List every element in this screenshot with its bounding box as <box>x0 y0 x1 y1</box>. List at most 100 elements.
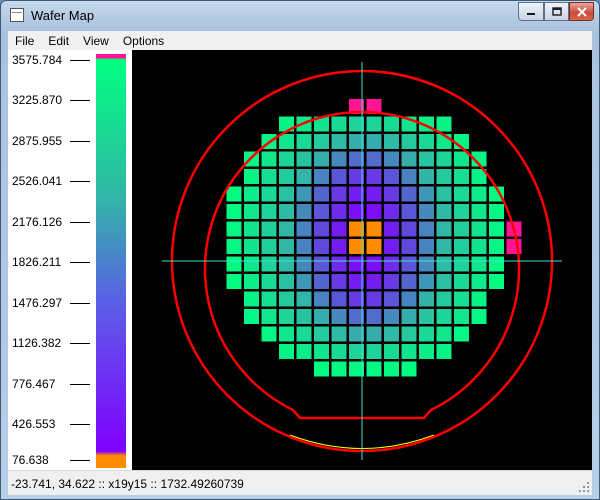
minimize-button[interactable] <box>518 2 544 21</box>
die-cell[interactable] <box>471 309 487 324</box>
die-cell[interactable] <box>366 221 382 237</box>
die-cell[interactable] <box>401 204 417 219</box>
die-cell[interactable] <box>384 186 399 202</box>
die-cell[interactable] <box>244 221 259 237</box>
die-cell[interactable] <box>401 274 417 289</box>
die-cell[interactable] <box>489 221 504 237</box>
die-cell[interactable] <box>279 256 294 272</box>
die-cell[interactable] <box>366 256 382 272</box>
die-cell[interactable] <box>436 256 452 272</box>
die-cell[interactable] <box>279 221 294 237</box>
die-cell[interactable] <box>296 274 312 289</box>
die-cell[interactable] <box>384 326 399 342</box>
die-cell[interactable] <box>226 274 242 289</box>
die-cell[interactable] <box>366 309 382 324</box>
die-cell[interactable] <box>419 274 434 289</box>
die-cell[interactable] <box>331 169 347 184</box>
die-cell[interactable] <box>296 186 312 202</box>
die-cell[interactable] <box>279 326 294 342</box>
die-cell[interactable] <box>226 221 242 237</box>
die-cell[interactable] <box>471 256 487 272</box>
die-cell[interactable] <box>419 256 434 272</box>
die-cell[interactable] <box>454 221 469 237</box>
die-cell[interactable] <box>436 326 452 342</box>
die-cell[interactable] <box>331 239 347 254</box>
die-cell[interactable] <box>296 256 312 272</box>
die-cell[interactable] <box>279 309 294 324</box>
die-cell[interactable] <box>279 291 294 307</box>
die-cell[interactable] <box>419 291 434 307</box>
die-cell[interactable] <box>261 291 277 307</box>
die-cell[interactable] <box>261 274 277 289</box>
die-cell[interactable] <box>454 291 469 307</box>
die-cell[interactable] <box>279 274 294 289</box>
die-cell[interactable] <box>331 204 347 219</box>
close-button[interactable] <box>569 2 594 21</box>
die-cell[interactable] <box>349 204 364 219</box>
resize-grip-icon[interactable] <box>578 481 590 493</box>
die-cell[interactable] <box>261 309 277 324</box>
die-cell[interactable] <box>384 116 399 132</box>
wafer-map-canvas[interactable] <box>132 50 592 470</box>
die-cell[interactable] <box>314 116 329 132</box>
die-cell[interactable] <box>279 134 294 149</box>
die-cell[interactable] <box>419 309 434 324</box>
die-cell[interactable] <box>419 221 434 237</box>
die-cell[interactable] <box>314 134 329 149</box>
die-cell[interactable] <box>331 344 347 359</box>
die-cell[interactable] <box>244 309 259 324</box>
die-cell[interactable] <box>401 256 417 272</box>
maximize-button[interactable] <box>544 2 569 21</box>
die-cell[interactable] <box>331 361 347 377</box>
die-cell[interactable] <box>471 204 487 219</box>
die-cell[interactable] <box>331 116 347 132</box>
die-cell[interactable] <box>436 186 452 202</box>
die-cell[interactable] <box>349 239 364 254</box>
menu-options[interactable]: Options <box>122 33 165 48</box>
die-cell[interactable] <box>349 361 364 377</box>
die-cell[interactable] <box>244 256 259 272</box>
die-cell[interactable] <box>489 239 504 254</box>
die-cell[interactable] <box>454 151 469 167</box>
die-cell[interactable] <box>314 204 329 219</box>
die-cell[interactable] <box>296 134 312 149</box>
die-cell[interactable] <box>261 256 277 272</box>
die-cell[interactable] <box>436 221 452 237</box>
die-cell[interactable] <box>349 116 364 132</box>
die-cell[interactable] <box>436 291 452 307</box>
die-cell[interactable] <box>331 291 347 307</box>
die-cell[interactable] <box>419 239 434 254</box>
die-cell[interactable] <box>366 344 382 359</box>
die-cell[interactable] <box>314 291 329 307</box>
die-cell[interactable] <box>349 274 364 289</box>
die-cell[interactable] <box>314 309 329 324</box>
die-cell[interactable] <box>366 99 382 114</box>
die-cell[interactable] <box>261 326 277 342</box>
die-cell[interactable] <box>349 344 364 359</box>
die-cell[interactable] <box>349 291 364 307</box>
die-cell[interactable] <box>366 116 382 132</box>
die-cell[interactable] <box>279 116 294 132</box>
die-cell[interactable] <box>384 221 399 237</box>
die-cell[interactable] <box>436 239 452 254</box>
die-cell[interactable] <box>384 309 399 324</box>
die-cell[interactable] <box>366 169 382 184</box>
die-cell[interactable] <box>279 151 294 167</box>
die-cell[interactable] <box>454 204 469 219</box>
die-cell[interactable] <box>244 186 259 202</box>
die-cell[interactable] <box>244 204 259 219</box>
menu-file[interactable]: File <box>15 33 35 48</box>
die-cell[interactable] <box>244 291 259 307</box>
die-cell[interactable] <box>314 239 329 254</box>
die-cell[interactable] <box>261 186 277 202</box>
die-cell[interactable] <box>471 291 487 307</box>
die-cell[interactable] <box>349 256 364 272</box>
die-cell[interactable] <box>454 169 469 184</box>
die-cell[interactable] <box>331 326 347 342</box>
die-cell[interactable] <box>436 344 452 359</box>
die-cell[interactable] <box>296 344 312 359</box>
die-cell[interactable] <box>366 361 382 377</box>
die-cell[interactable] <box>314 256 329 272</box>
die-cell[interactable] <box>419 204 434 219</box>
die-cell[interactable] <box>419 134 434 149</box>
